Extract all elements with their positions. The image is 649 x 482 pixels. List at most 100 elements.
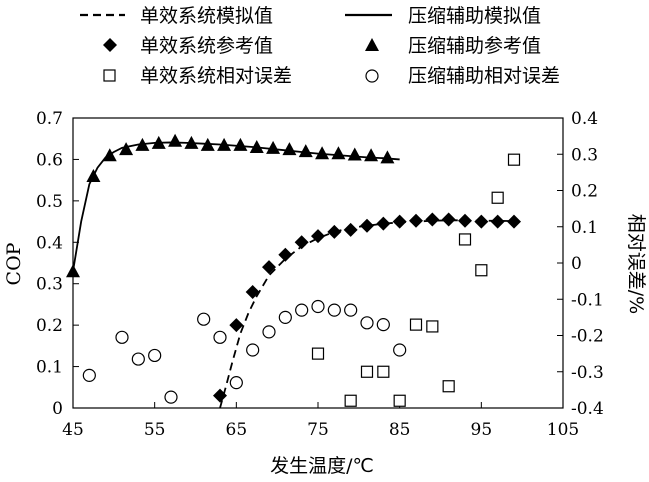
point-compression-ref: [249, 140, 264, 153]
y-right-tick-label: -0.1: [571, 290, 604, 310]
point-compression-err: [229, 376, 243, 390]
point-compression-err: [344, 303, 358, 317]
point-compression-ref: [266, 140, 281, 154]
point-compression-err: [115, 330, 129, 344]
point-compression-ref: [135, 137, 150, 151]
point-single-effect-ref: [458, 213, 472, 228]
point-compression-err: [246, 343, 260, 357]
legend-label-single-effect-sim: 单效系统模拟值: [140, 5, 273, 27]
y-axis-left-title: COP: [3, 242, 25, 285]
point-compression-ref: [282, 142, 297, 156]
point-compression-err: [148, 348, 162, 363]
y-left-tick-label: 0.3: [36, 275, 63, 295]
point-single-effect-ref: [343, 222, 358, 237]
point-compression-err: [311, 299, 325, 314]
y-right-tick-label: -0.4: [571, 399, 604, 419]
point-single-effect-ref: [507, 214, 521, 229]
plot-frame: [72, 117, 564, 409]
point-compression-err: [82, 368, 96, 382]
point-compression-ref: [380, 150, 395, 164]
point-compression-ref: [298, 144, 313, 158]
point-single-effect-ref: [376, 216, 391, 231]
point-compression-err: [131, 352, 145, 366]
point-compression-err: [213, 330, 227, 344]
point-compression-err: [376, 318, 390, 332]
series-line-single-effect-sim: [219, 219, 515, 409]
point-single-effect-ref: [441, 212, 456, 227]
legend: 单效系统模拟值 压缩辅助模拟值 单效系统参考值 压缩辅助参考值 单效系统相对误差…: [80, 5, 560, 87]
point-single-effect-ref: [229, 318, 244, 333]
point-single-effect-err: [409, 318, 423, 331]
point-single-effect-ref: [278, 247, 293, 262]
y-right-tick-label: -0.2: [571, 327, 604, 347]
point-compression-ref: [86, 169, 101, 182]
x-tick-label: 105: [547, 420, 579, 440]
point-single-effect-ref: [311, 229, 325, 244]
point-compression-ref: [233, 137, 248, 151]
x-tick-label: 75: [307, 420, 329, 440]
point-single-effect-ref: [425, 212, 440, 227]
point-compression-err: [262, 325, 276, 339]
plot-area: [66, 133, 521, 409]
point-compression-ref: [200, 137, 215, 151]
point-single-effect-ref: [245, 285, 260, 299]
point-single-effect-err: [393, 394, 406, 407]
y-left-tick-label: 0.1: [36, 358, 63, 378]
point-single-effect-ref: [490, 214, 505, 229]
y-right-tick-label: 0.1: [571, 218, 598, 238]
point-single-effect-err: [311, 347, 325, 360]
point-single-effect-ref: [327, 224, 342, 239]
point-single-effect-err: [426, 320, 439, 333]
legend-swatch-single-effect-ref: [103, 38, 117, 52]
y-left-tick-label: 0.6: [36, 150, 63, 170]
point-single-effect-ref: [474, 214, 489, 229]
legend-label-compression-sim: 压缩辅助模拟值: [408, 5, 541, 27]
y-left-tick-label: 0: [52, 399, 63, 419]
point-compression-err: [278, 310, 292, 324]
y-left-tick-label: 0.2: [36, 316, 63, 336]
point-compression-ref: [364, 148, 379, 162]
point-single-effect-err: [475, 264, 488, 277]
y-axis-right-title: 相对误差/%: [625, 214, 647, 314]
point-compression-err: [327, 303, 341, 317]
point-compression-ref: [168, 133, 183, 147]
legend-label-single-effect-err: 单效系统相对误差: [140, 65, 292, 87]
point-compression-ref: [119, 142, 134, 156]
x-axis-title: 发生温度/℃: [270, 455, 374, 477]
point-compression-ref: [347, 147, 362, 161]
point-single-effect-err: [507, 153, 521, 166]
point-compression-err: [295, 303, 309, 317]
y-left-tick-label: 0.4: [36, 233, 63, 253]
point-single-effect-err: [344, 394, 357, 407]
point-single-effect-ref: [294, 235, 309, 250]
point-single-effect-ref: [360, 218, 374, 233]
y-left-tick-label: 0.5: [36, 192, 63, 212]
point-compression-ref: [315, 146, 330, 160]
point-single-effect-err: [458, 233, 472, 246]
point-single-effect-ref: [409, 213, 423, 228]
point-single-effect-err: [491, 191, 504, 204]
point-single-effect-err: [442, 380, 455, 393]
point-single-effect-ref: [213, 388, 227, 403]
legend-label-compression-err: 压缩辅助相对误差: [408, 65, 560, 87]
tick-labels: 45 55 65 75 85 95 105 0 0.1 0.2 0.3 0.4 0.5 0.6 0.7 -0.…: [36, 109, 604, 440]
legend-label-single-effect-ref: 单效系统参考值: [140, 35, 273, 57]
point-compression-ref: [66, 264, 80, 278]
point-compression-ref: [102, 148, 117, 162]
legend-swatch-compression-err: [365, 69, 379, 83]
point-single-effect-err: [360, 365, 374, 378]
x-tick-label: 65: [226, 420, 248, 440]
point-compression-err: [164, 390, 178, 404]
legend-label-compression-ref: 压缩辅助参考值: [408, 35, 541, 57]
point-compression-ref: [184, 135, 199, 149]
point-single-effect-err: [377, 365, 390, 378]
x-tick-label: 45: [62, 420, 84, 440]
point-compression-err: [197, 312, 211, 326]
y-right-tick-label: -0.3: [571, 363, 604, 383]
x-tick-label: 85: [389, 420, 411, 440]
y-right-tick-label: 0.4: [571, 109, 598, 129]
legend-swatch-compression-ref: [365, 38, 379, 51]
legend-swatch-single-effect-err: [103, 69, 116, 82]
point-single-effect-ref: [392, 214, 407, 229]
